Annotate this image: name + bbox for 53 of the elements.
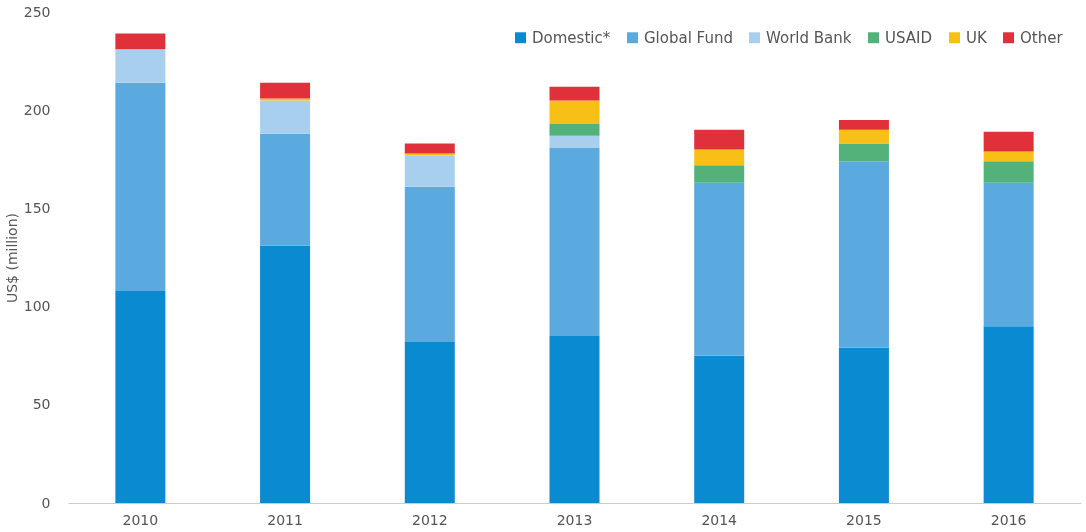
x-tick-label: 2014 [701,511,738,528]
bar [260,245,311,503]
bar [983,182,1034,327]
bar [549,100,600,124]
y-tick-label: 100 [23,298,51,315]
bar [983,151,1034,162]
bar [838,120,889,130]
bar [260,100,311,134]
x-tick-label: 2010 [122,511,159,528]
bar [404,143,455,154]
bar [694,149,745,166]
legend-label: Global Fund [644,28,733,47]
bar [549,336,600,503]
legend-label: World Bank [766,28,852,47]
bar [694,355,745,503]
bar [115,33,166,50]
legend-label: Other [1020,28,1064,47]
bar [838,143,889,162]
y-tick-label: 50 [32,396,51,413]
legend-label: Domestic* [532,28,611,47]
x-tick-label: 2011 [267,511,303,528]
x-tick-label: 2013 [556,511,593,528]
bar [983,161,1034,183]
y-axis-title: US$ (million) [3,212,20,304]
bar [260,82,311,99]
bar [404,155,455,187]
bar [694,165,745,183]
bar [838,161,889,348]
bar [838,129,889,144]
bar [115,49,166,83]
x-tick-label: 2012 [411,511,448,528]
legend-label: UK [966,28,988,47]
legend-label: USAID [885,28,933,47]
y-tick-label: 200 [23,101,51,118]
bar [694,129,745,150]
x-tick-label: 2016 [990,511,1027,528]
bar [549,135,600,148]
bar [983,131,1034,152]
bar [983,326,1034,503]
y-tick-label: 150 [23,199,51,216]
x-tick-label: 2015 [846,511,882,528]
y-tick-label: 0 [41,494,51,511]
bar [694,182,745,356]
bar [549,147,600,337]
bar [115,290,166,503]
bar [549,86,600,101]
bar [549,123,600,136]
y-tick-label: 250 [23,3,51,20]
bar [404,186,455,342]
bar [838,347,889,503]
bar [404,341,455,503]
bar [260,133,311,246]
bar [115,82,166,291]
